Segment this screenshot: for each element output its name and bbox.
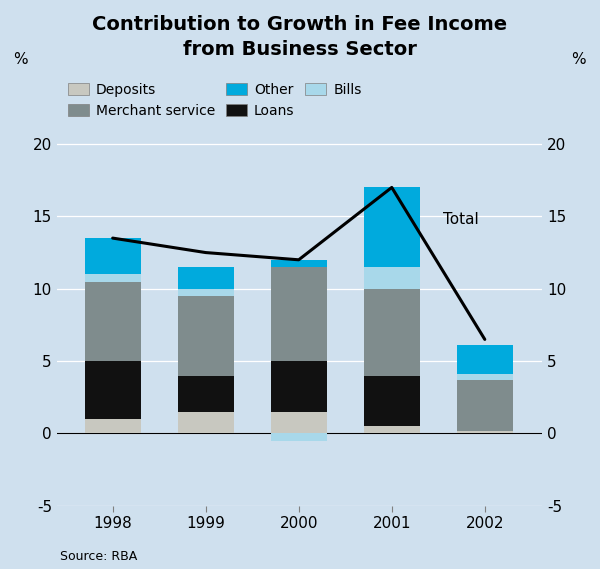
Bar	[178, 376, 233, 412]
Bar	[457, 345, 513, 374]
Bar	[364, 426, 419, 434]
Text: %: %	[13, 52, 28, 67]
Bar	[85, 282, 140, 361]
Bar	[178, 288, 233, 296]
Text: Total: Total	[443, 212, 479, 226]
Text: %: %	[572, 52, 586, 67]
Bar	[364, 187, 419, 267]
Bar	[271, 412, 326, 434]
Bar	[364, 288, 419, 376]
Bar	[364, 267, 419, 288]
Bar	[85, 419, 140, 434]
Text: Source: RBA: Source: RBA	[60, 550, 137, 563]
Title: Contribution to Growth in Fee Income
from Business Sector: Contribution to Growth in Fee Income fro…	[92, 15, 507, 59]
Bar	[271, 267, 326, 361]
Legend: Deposits, Merchant service, Other, Loans, Bills: Deposits, Merchant service, Other, Loans…	[64, 79, 366, 122]
Bar	[364, 376, 419, 426]
Bar	[85, 238, 140, 274]
Bar	[457, 431, 513, 434]
Bar	[178, 267, 233, 288]
Bar	[178, 296, 233, 376]
Bar	[85, 361, 140, 419]
Bar	[457, 374, 513, 380]
Bar	[271, 361, 326, 412]
Bar	[85, 274, 140, 282]
Bar	[271, 260, 326, 267]
Bar	[271, 434, 326, 441]
Bar	[457, 380, 513, 431]
Bar	[178, 412, 233, 434]
